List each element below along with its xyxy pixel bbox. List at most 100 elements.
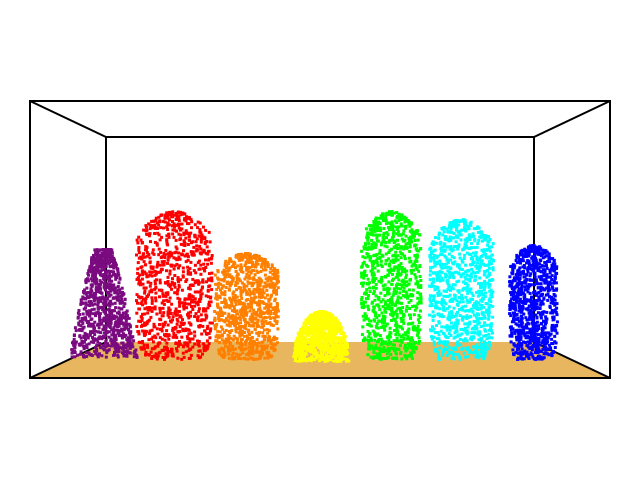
point [124,319,128,323]
point [276,279,280,283]
point [390,237,394,241]
point [104,345,108,349]
point [250,302,254,306]
point [107,335,111,339]
point [204,258,207,262]
point [331,331,335,335]
point [248,309,252,313]
point [242,348,246,352]
point [100,291,104,295]
point [384,275,388,279]
point [168,269,172,273]
point [187,332,191,336]
point [266,305,270,309]
point [254,350,258,354]
point [267,335,271,338]
point [186,297,190,301]
point [239,340,243,344]
point [322,327,326,330]
point [308,344,312,348]
point [91,293,95,297]
point [135,253,138,257]
point [380,311,384,315]
point [393,219,397,223]
point [374,216,378,220]
point [216,286,220,289]
point [164,281,168,285]
point [438,307,442,311]
point [404,290,408,294]
point [340,351,344,355]
point [362,245,366,249]
point [92,327,96,331]
point [409,237,413,241]
point [199,295,203,299]
point [149,225,153,229]
point [419,284,423,288]
point [450,321,453,325]
point [161,349,165,352]
point [340,353,344,357]
point [482,288,486,292]
point [335,330,339,334]
point [429,269,433,273]
point [84,301,88,305]
point [208,240,212,244]
point [93,320,97,324]
point [376,263,380,267]
point [331,345,334,349]
point [269,309,273,313]
point [125,309,129,313]
point [395,290,398,294]
point [445,227,449,231]
point [222,356,226,359]
point [71,350,75,354]
point [335,344,339,348]
point [192,269,196,273]
point [388,262,392,266]
point [229,336,233,340]
point [108,264,112,268]
point [153,226,157,230]
point [448,270,451,274]
point [397,278,401,282]
point [222,339,226,343]
point [89,277,93,281]
point [416,318,420,322]
point [177,342,181,346]
point [157,270,161,274]
point [229,275,233,279]
point [249,299,253,303]
point [208,272,211,276]
point [117,312,121,316]
point [89,289,93,293]
point [143,347,146,351]
point [331,337,335,341]
point [228,298,232,302]
point [187,337,190,341]
point [320,333,324,337]
point [147,253,151,256]
point [417,341,421,345]
point [269,302,273,306]
point [80,316,84,320]
point [191,295,195,299]
point [189,347,193,351]
point [140,270,144,274]
point [158,341,162,345]
point [141,312,144,316]
point [269,267,273,271]
point [409,268,413,272]
point [491,304,495,308]
point [476,261,480,265]
point [345,359,349,363]
point [380,265,384,268]
point [98,342,102,345]
point [163,253,167,257]
point [240,252,243,256]
point [324,311,328,315]
point [393,303,397,307]
point [395,336,399,340]
point [369,324,373,328]
point [365,236,369,240]
